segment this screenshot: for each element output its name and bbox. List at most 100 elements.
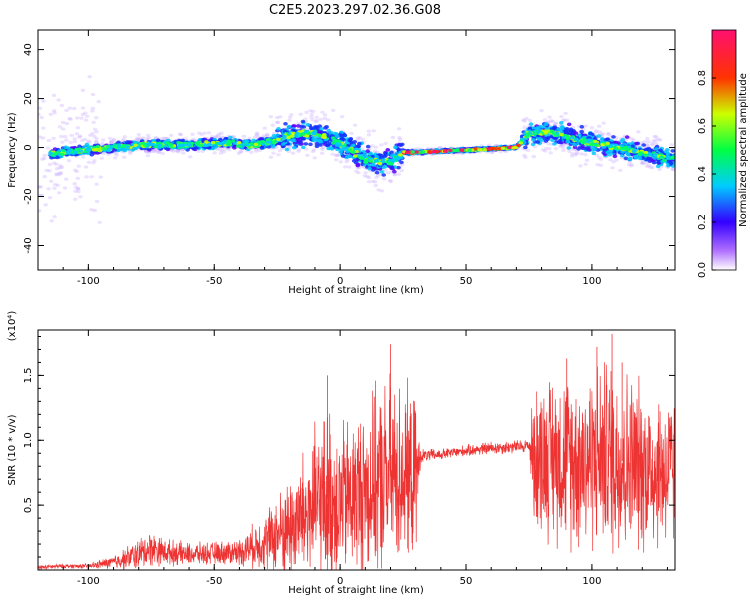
spectrogram-faint-point — [390, 135, 396, 140]
spectrogram-point — [400, 142, 405, 147]
spectrogram-faint-point — [629, 137, 634, 141]
spectrogram-faint-point — [51, 93, 57, 97]
spectrogram-faint-point — [84, 175, 89, 179]
spectrogram-faint-point — [253, 149, 259, 153]
spectrogram-faint-point — [311, 109, 316, 113]
spectrogram-faint-point — [626, 163, 632, 167]
spectrogram-faint-point — [653, 138, 658, 142]
spectrogram-faint-point — [614, 158, 619, 162]
spectrogram-faint-point — [338, 160, 343, 164]
spectrogram-faint-point — [222, 147, 227, 151]
snr-x-tick-label: -100 — [77, 576, 100, 587]
snr-series-line — [38, 362, 675, 570]
spectrogram-faint-point — [265, 134, 270, 138]
spectrogram-point — [528, 122, 534, 126]
spectrogram-faint-point — [241, 134, 247, 138]
spectrogram-faint-point — [546, 142, 551, 146]
spectrogram-faint-point — [598, 163, 604, 167]
spectrogram-faint-point — [219, 131, 224, 135]
spectrogram-core-point — [660, 155, 665, 160]
spectrogram-faint-point — [181, 151, 186, 155]
spectrogram-faint-point — [373, 180, 378, 184]
spectrogram-faint-point — [271, 131, 277, 135]
spectrogram-core-point — [605, 141, 610, 145]
spectrogram-faint-point — [83, 165, 89, 169]
spectrogram-faint-point — [101, 152, 106, 156]
spectrogram-core-point — [276, 137, 281, 142]
spectrogram-faint-point — [38, 106, 43, 110]
spectrogram-faint-point — [304, 110, 309, 114]
spectrogram-faint-point — [583, 124, 588, 128]
spectrogram-core-point — [405, 150, 410, 155]
spectrogram-faint-point — [59, 134, 64, 139]
spectrogram-faint-point — [347, 165, 352, 169]
spectrogram-faint-point — [175, 149, 181, 153]
spectrogram-point — [666, 159, 672, 164]
spectrogram-faint-point — [654, 141, 659, 145]
spectrogram-core-point — [643, 150, 649, 155]
spectrogram-faint-point — [310, 118, 315, 122]
spectrogram-faint-point — [583, 162, 588, 166]
spectrogram-point — [530, 142, 536, 147]
spectrogram-faint-point — [47, 162, 53, 167]
spectrogram-faint-point — [75, 116, 80, 120]
spectrogram-core-point — [516, 143, 521, 147]
snr-marks — [38, 333, 675, 570]
spectrogram-core-point — [121, 147, 127, 151]
spectrogram-faint-point — [262, 126, 267, 130]
spectrogram-faint-point — [370, 144, 375, 148]
spectrogram-point — [591, 151, 597, 156]
spectrogram-faint-point — [81, 155, 86, 159]
spectrogram-faint-point — [92, 127, 98, 131]
spectrogram-point — [641, 143, 646, 147]
spectrogram-core-point — [210, 141, 216, 145]
spectrogram-faint-point — [564, 118, 570, 122]
spectrogram-faint-point — [561, 118, 567, 122]
spectrogram-core-point — [68, 148, 73, 152]
spectrogram-core-point — [219, 141, 225, 146]
spectrogram-faint-point — [73, 168, 78, 172]
spectrogram-faint-point — [153, 136, 159, 140]
spectrogram-faint-point — [559, 115, 564, 119]
spectrogram-core-point — [621, 146, 627, 150]
spectrogram-faint-point — [540, 148, 546, 152]
spectrogram-faint-point — [644, 164, 650, 168]
spectrogram-faint-point — [349, 131, 354, 135]
spectrogram-faint-point — [143, 150, 149, 154]
spectrogram-faint-point — [569, 154, 575, 158]
spectrogram-faint-point — [96, 100, 101, 104]
spectrogram-point — [295, 138, 301, 142]
spectrogram-core-point — [337, 142, 342, 146]
spectrogram-faint-point — [64, 138, 69, 142]
spectrogram-core-point — [525, 132, 531, 136]
spectrogram-faint-point — [397, 136, 402, 140]
spectrogram-core-point — [199, 143, 204, 147]
spectrogram-x-tick-label: 50 — [460, 276, 473, 287]
spectrogram-faint-point — [215, 134, 221, 138]
spectrogram-faint-point — [51, 136, 56, 140]
spectrogram-faint-point — [41, 126, 46, 130]
spectrogram-faint-point — [362, 174, 367, 178]
spectrogram-faint-point — [322, 113, 328, 117]
spectrogram-core-point — [196, 140, 201, 144]
spectrogram-faint-point — [644, 161, 649, 165]
spectrogram-faint-point — [290, 151, 296, 155]
spectrogram-faint-point — [543, 149, 548, 153]
spectrogram-faint-point — [54, 162, 59, 166]
spectrogram-faint-point — [80, 88, 86, 92]
spectrogram-faint-point — [62, 135, 68, 139]
spectrogram-faint-point — [578, 164, 583, 168]
spectrogram-faint-point — [73, 189, 78, 193]
spectrogram-point — [180, 138, 186, 143]
spectrogram-faint-point — [72, 182, 77, 186]
spectrogram-faint-point — [642, 140, 647, 144]
spectrogram-faint-point — [275, 120, 280, 124]
spectrogram-faint-point — [94, 182, 99, 186]
spectrogram-faint-point — [388, 179, 393, 183]
spectrogram-faint-point — [606, 131, 611, 136]
spectrogram-core-point — [249, 142, 254, 146]
spectrogram-faint-point — [43, 203, 48, 207]
spectrogram-faint-point — [547, 147, 552, 151]
spectrogram-faint-point — [650, 166, 655, 170]
